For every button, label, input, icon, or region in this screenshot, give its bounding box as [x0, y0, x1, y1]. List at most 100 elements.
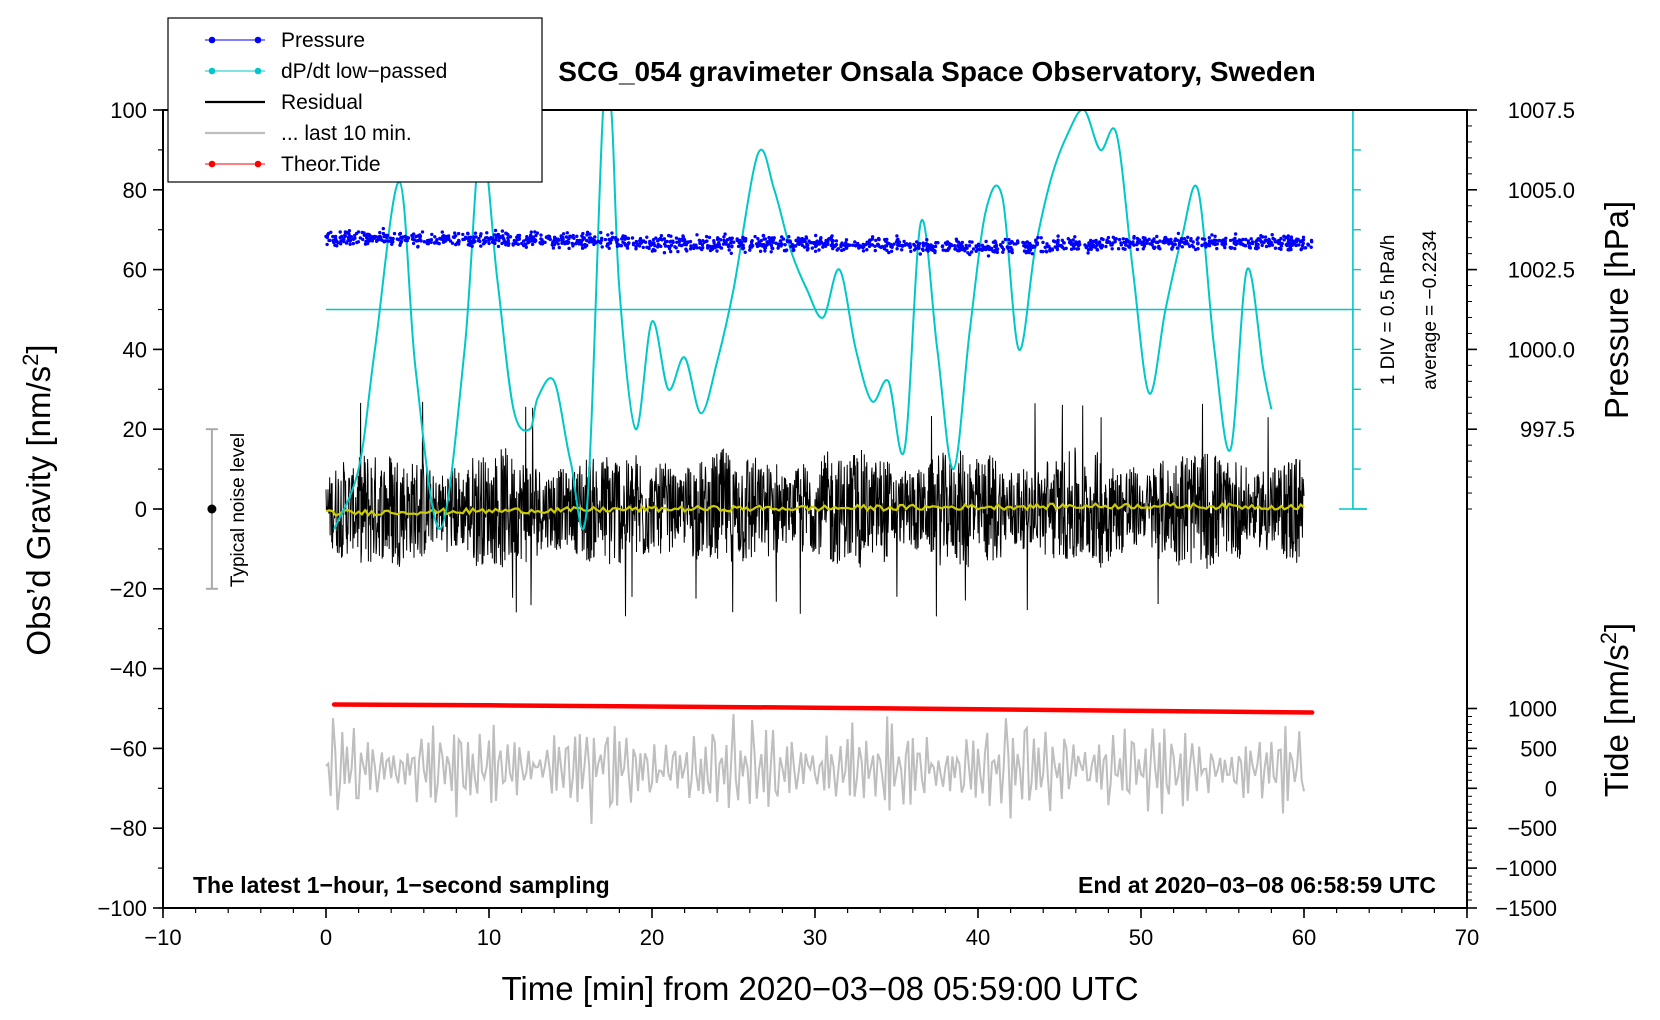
pressure-point: [1207, 236, 1212, 240]
y-tick-label: 100: [110, 98, 147, 123]
pressure-point: [719, 238, 723, 242]
pressure-point: [338, 235, 342, 240]
dpdt-average-label: average = −0.2234: [1420, 230, 1441, 390]
pressure-point: [1143, 236, 1147, 240]
pressure-point: [1086, 248, 1091, 252]
pressure-point: [813, 244, 818, 249]
pressure-point: [463, 236, 468, 240]
pressure-point: [1288, 240, 1292, 244]
pressure-point: [913, 244, 917, 248]
pressure-point: [780, 235, 784, 239]
pressure-point: [1301, 241, 1306, 245]
pressure-point: [1132, 243, 1136, 247]
pressure-point: [566, 241, 570, 245]
pressure-point: [1056, 234, 1060, 238]
pressure-point: [810, 246, 814, 250]
x-axis-title: Time [min] from 2020−03−08 05:59:00 UTC: [501, 970, 1138, 1007]
pressure-point: [1239, 242, 1243, 246]
pressure-point: [1207, 239, 1212, 243]
pressure-point: [1193, 247, 1198, 252]
pressure-point: [403, 238, 408, 242]
pressure-tick-label: 1000.0: [1508, 337, 1575, 362]
pressure-point: [1248, 246, 1253, 250]
pressure-point: [473, 239, 477, 244]
pressure-point: [796, 241, 800, 246]
pressure-point: [864, 242, 868, 247]
x-tick-label: 40: [966, 925, 990, 950]
pressure-point: [506, 233, 510, 237]
pressure-point: [506, 243, 511, 247]
tide-tick-label: 1000: [1508, 697, 1557, 722]
pressure-point: [1073, 243, 1077, 247]
pressure-point: [1028, 243, 1033, 248]
y-axis-title-tide-sup: 2: [1596, 632, 1621, 644]
pressure-point: [331, 234, 335, 239]
pressure-point: [1301, 235, 1306, 239]
pressure-point: [1233, 246, 1237, 251]
pressure-point: [610, 231, 614, 235]
pressure-point: [1263, 239, 1267, 243]
series-residual-smoothed-line: [325, 501, 1305, 517]
pressure-point: [342, 239, 346, 244]
pressure-point: [765, 240, 769, 244]
pressure-point: [977, 244, 981, 248]
pressure-point: [645, 235, 649, 239]
pressure-point: [1155, 234, 1159, 239]
pressure-point: [844, 241, 848, 245]
pressure-point: [769, 243, 774, 248]
pressure-point: [722, 235, 726, 239]
pressure-point: [1128, 245, 1132, 249]
pressure-point: [1180, 245, 1185, 249]
pressure-point: [540, 242, 545, 246]
pressure-point: [1164, 238, 1169, 242]
pressure-point: [713, 244, 717, 248]
pressure-point: [1233, 232, 1238, 236]
pressure-point: [1167, 242, 1171, 246]
pressure-point: [1026, 249, 1031, 253]
pressure-point: [324, 234, 328, 239]
pressure-point: [1189, 238, 1193, 243]
pressure-point: [1186, 235, 1190, 239]
pressure-point: [498, 235, 503, 240]
pressure-point: [1041, 240, 1045, 245]
pressure-point: [675, 240, 679, 244]
pressure-point: [400, 236, 404, 240]
pressure-point: [1196, 241, 1200, 245]
pressure-point: [370, 235, 374, 239]
pressure-point: [637, 244, 642, 248]
pressure-point: [821, 245, 825, 249]
pressure-point: [748, 248, 752, 252]
pressure-point: [1210, 233, 1214, 237]
y-axis-title-left-sup: 2: [18, 354, 43, 366]
pressure-point: [524, 238, 528, 242]
pressure-point: [669, 243, 674, 247]
pressure-point: [1010, 240, 1014, 244]
pressure-point: [826, 237, 831, 241]
pressure-point: [861, 249, 866, 253]
pressure-point: [1059, 244, 1063, 248]
pressure-point: [638, 241, 642, 245]
pressure-point: [552, 235, 557, 239]
pressure-point: [1235, 241, 1240, 246]
pressure-point: [453, 231, 457, 235]
pressure-point: [853, 240, 857, 244]
pressure-point: [807, 239, 811, 243]
legend-label: Theor.Tide: [281, 153, 381, 176]
y-tick-label: 60: [123, 258, 147, 283]
pressure-point: [971, 247, 976, 251]
pressure-point: [420, 230, 425, 234]
pressure-point: [370, 239, 375, 243]
pressure-point: [1035, 242, 1039, 247]
pressure-point: [438, 237, 443, 241]
pressure-point: [416, 245, 420, 249]
pressure-point: [834, 239, 839, 243]
pressure-point: [1255, 247, 1259, 251]
pressure-point: [378, 230, 382, 235]
pressure-point: [343, 234, 348, 238]
pressure-point: [545, 235, 549, 239]
pressure-point: [485, 236, 489, 240]
pressure-point: [870, 243, 875, 247]
pressure-point: [994, 245, 998, 249]
series-pressure-points: [324, 226, 1314, 258]
pressure-point: [1184, 239, 1189, 243]
